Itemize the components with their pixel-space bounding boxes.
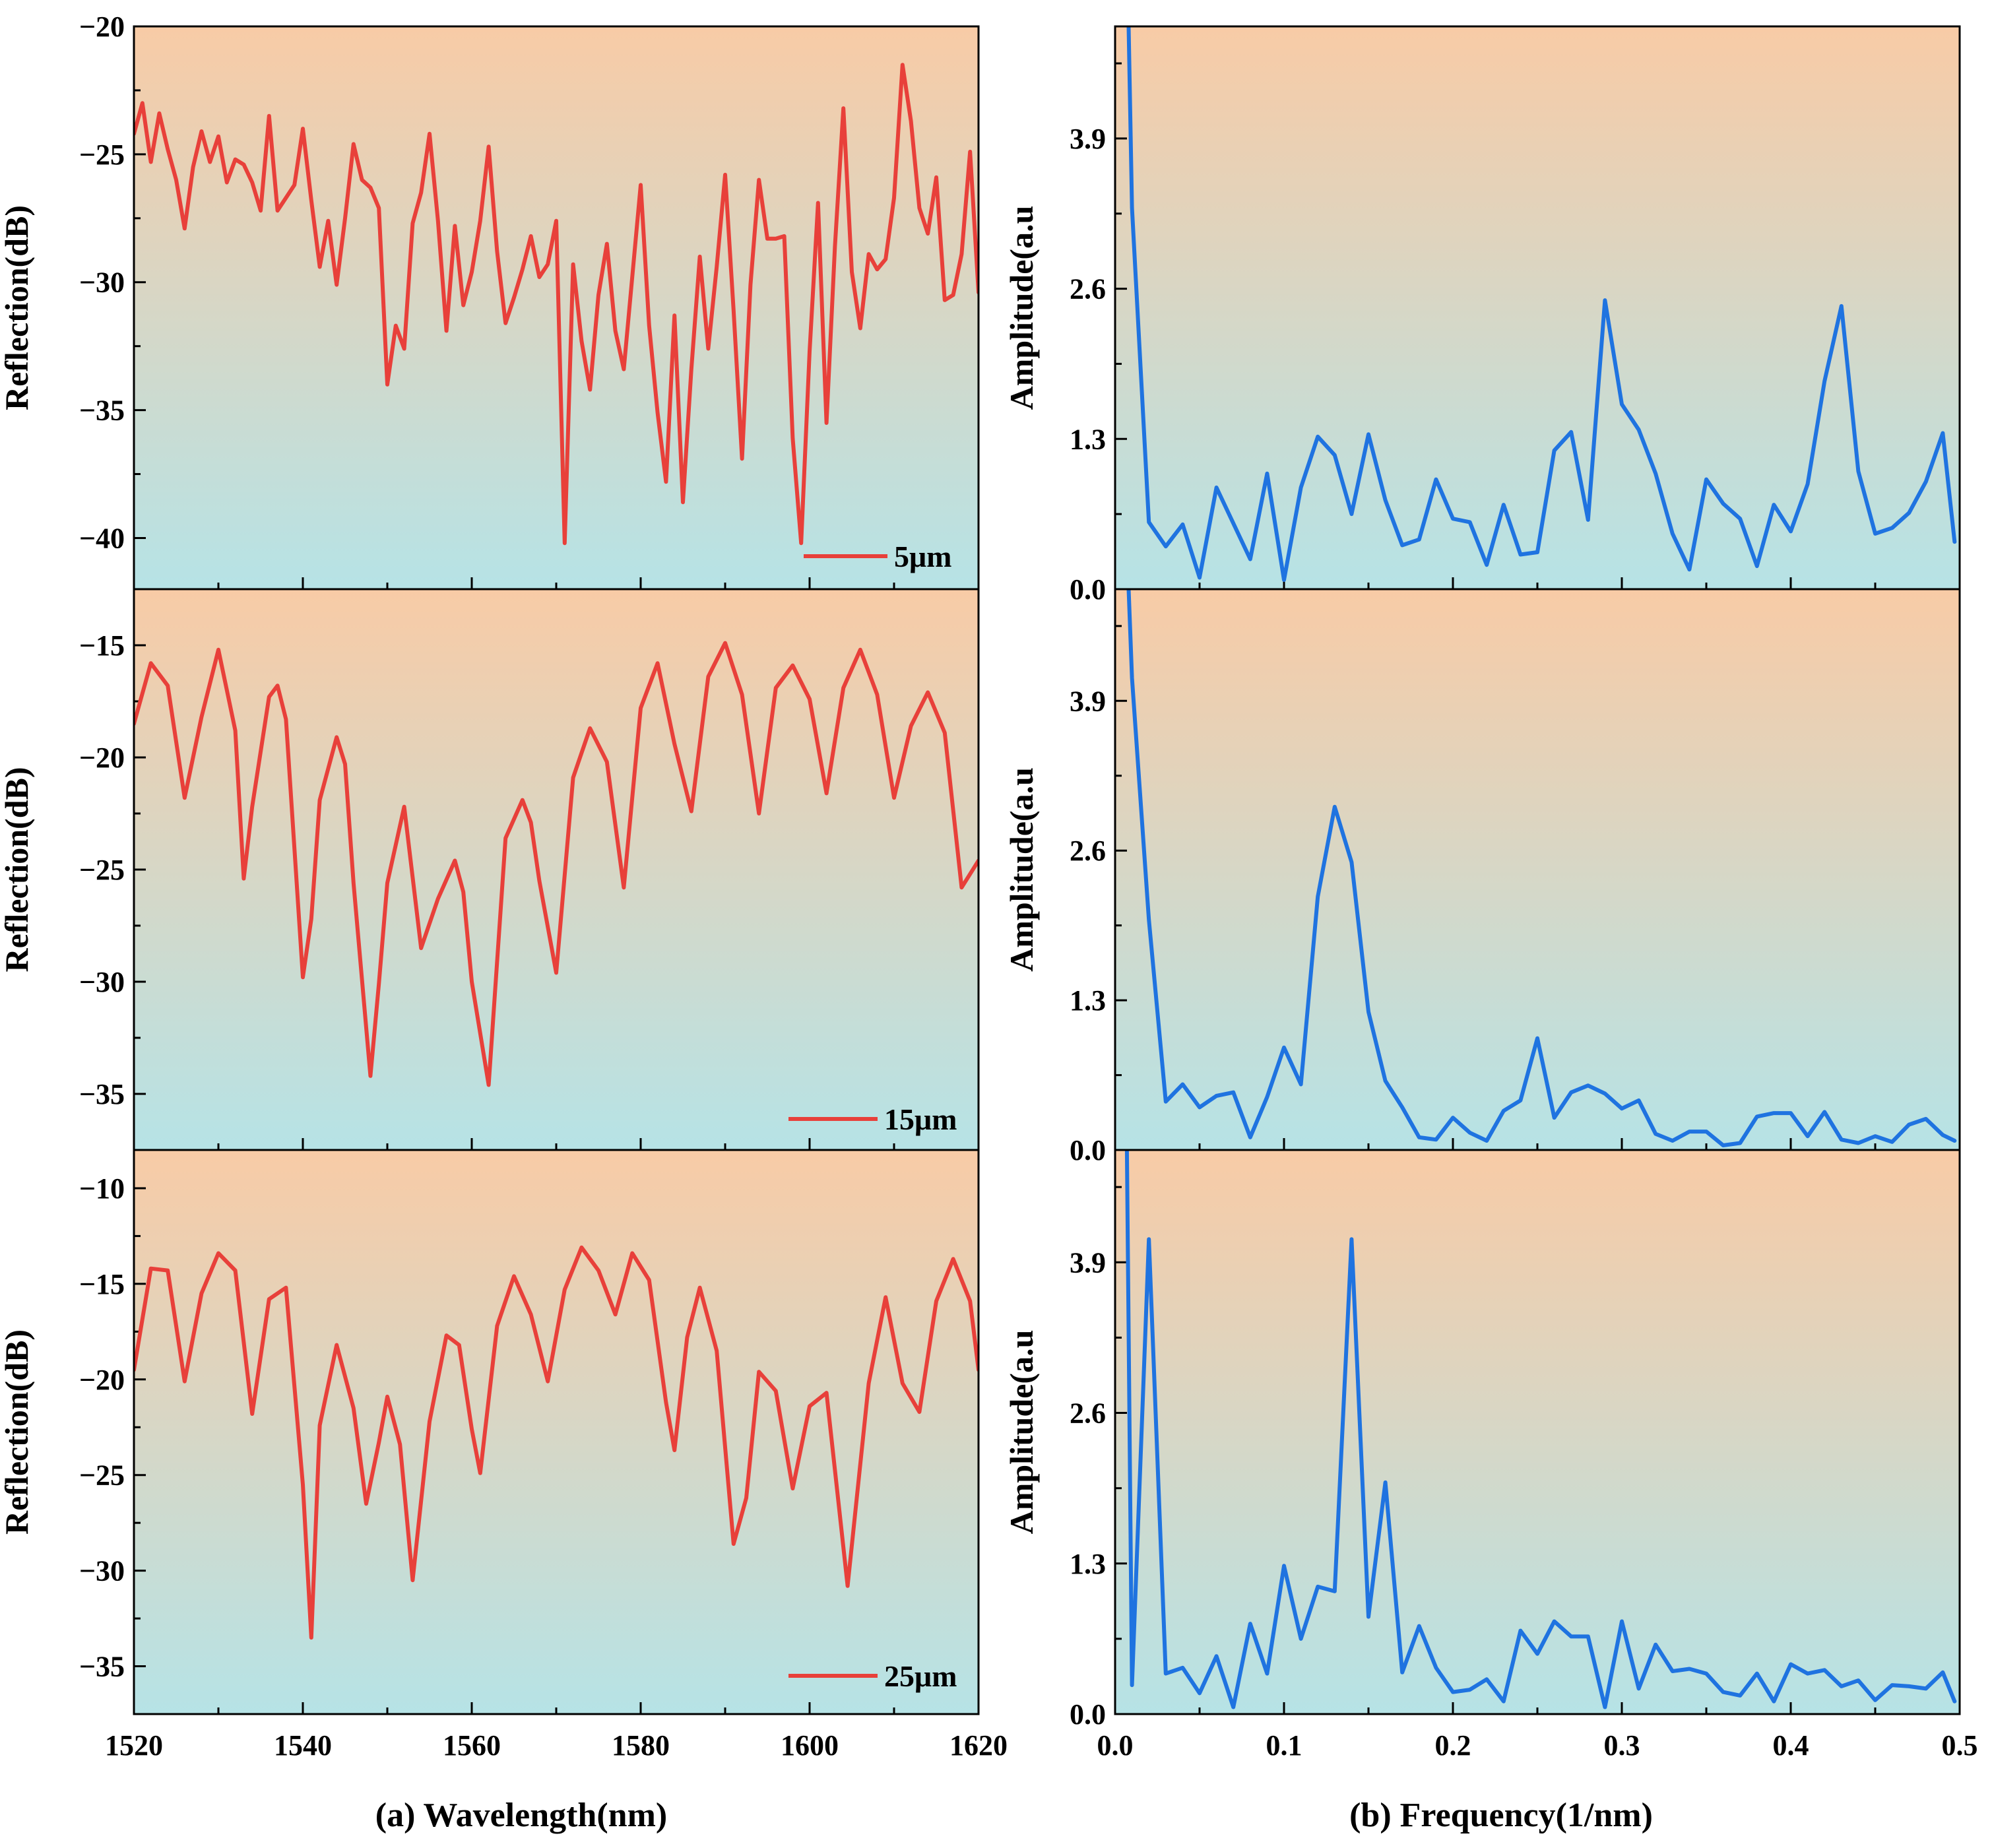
plot-background-a3 bbox=[134, 1150, 979, 1714]
series-line-a2 bbox=[134, 641, 979, 1087]
chart-a3: −10 −15 −20 −25 −30 −35 1520 1540 1560 1580 1600 16… bbox=[0, 1149, 1008, 1762]
x-tick-label-a3: 1520 bbox=[105, 1729, 163, 1762]
series-line-a3 bbox=[134, 1245, 979, 1640]
y-tick-label-b2: 0.0 bbox=[1070, 1134, 1106, 1166]
y-tick-label-b3: 1.3 bbox=[1070, 1548, 1106, 1580]
legend-label-a2: 15μm bbox=[884, 1102, 957, 1136]
panels-layer: −20−25−30−35−40Reflection(dB)5μm−15−20−2… bbox=[0, 11, 1978, 1762]
plot-background-b3 bbox=[1115, 1150, 1960, 1714]
legend-label-a3: 25μm bbox=[884, 1659, 957, 1693]
y-tick-label-b1: 2.6 bbox=[1070, 273, 1106, 305]
chart-a2: −15 −20 −25 −30 −35 Reflection(dB) 15μm bbox=[0, 588, 980, 1151]
y-tick-label-a2: −15 bbox=[79, 629, 125, 662]
chart-b2: 0.0 1.3 2.6 3.9 Amplitude(a.u bbox=[1003, 588, 1961, 1166]
y-axis-label-b2: Amplitude(a.u bbox=[1003, 767, 1040, 972]
y-tick-label-a1: −25 bbox=[79, 139, 125, 171]
y-tick-label-a3: −10 bbox=[79, 1172, 125, 1205]
x-tick-label-b3: 0.1 bbox=[1266, 1729, 1302, 1762]
y-tick-label-a1: −20 bbox=[79, 11, 125, 43]
plot-frame-b3 bbox=[1114, 1149, 1961, 1715]
y-tick-label-a2: −35 bbox=[79, 1078, 125, 1110]
y-tick-label-b2: 1.3 bbox=[1070, 984, 1106, 1017]
y-tick-label-a3: −20 bbox=[79, 1364, 125, 1396]
y-tick-label-b2: 2.6 bbox=[1070, 835, 1106, 867]
x-tick-label-a3: 1620 bbox=[949, 1729, 1008, 1762]
series-line-b3 bbox=[1124, 1150, 1957, 1709]
caption-a: (a) Wavelength(nm) bbox=[375, 1797, 667, 1834]
y-tick-label-a3: −15 bbox=[79, 1268, 125, 1300]
y-tick-label-b1: 0.0 bbox=[1070, 573, 1106, 606]
y-tick-label-b2: 3.9 bbox=[1070, 685, 1106, 717]
y-tick-label-a3: −30 bbox=[79, 1555, 125, 1587]
x-tick-label-b3: 0.3 bbox=[1604, 1729, 1640, 1762]
plot-background-a1 bbox=[134, 26, 979, 589]
plot-frame-a3 bbox=[133, 1149, 980, 1715]
plot-background-b2 bbox=[1115, 589, 1960, 1150]
x-tick-label-a3: 1540 bbox=[274, 1729, 332, 1762]
y-axis-label-b3: Amplitude(a.u bbox=[1003, 1330, 1040, 1535]
y-tick-label-b1: 1.3 bbox=[1070, 423, 1106, 455]
series-line-a1 bbox=[134, 63, 979, 546]
x-tick-label-b3: 0.4 bbox=[1773, 1729, 1809, 1762]
y-tick-label-a2: −20 bbox=[79, 742, 125, 774]
y-tick-label-b3: 2.6 bbox=[1070, 1397, 1106, 1430]
x-tick-label-b3: 0.2 bbox=[1435, 1729, 1471, 1762]
y-tick-label-a1: −30 bbox=[79, 267, 125, 299]
y-axis-label-a1: Reflection(dB) bbox=[0, 205, 35, 410]
series-line-b2 bbox=[1126, 589, 1957, 1147]
chart-b1: 0.0 1.3 2.6 3.9 Amplitude(a.u bbox=[1003, 25, 1961, 606]
y-tick-label-b1: 3.9 bbox=[1070, 123, 1106, 155]
chart-a1: −20 −25 −30 −35 −40 Reflection(dB) 5μm bbox=[0, 11, 980, 590]
x-tick-label-b3: 0.5 bbox=[1942, 1729, 1978, 1762]
y-tick-label-b3: 3.9 bbox=[1070, 1246, 1106, 1279]
x-tick-label-a3: 1560 bbox=[443, 1729, 501, 1762]
x-tick-label-b3: 0.0 bbox=[1097, 1729, 1134, 1762]
y-tick-label-a3: −35 bbox=[79, 1651, 125, 1683]
y-axis-label-b1: Amplitude(a.u bbox=[1003, 206, 1040, 410]
plot-background-b1 bbox=[1115, 26, 1960, 589]
y-tick-label-a1: −35 bbox=[79, 395, 125, 427]
legend-label-a1: 5μm bbox=[894, 540, 951, 573]
y-tick-label-a2: −25 bbox=[79, 854, 125, 886]
y-axis-label-a2: Reflection(dB) bbox=[0, 767, 35, 972]
x-tick-label-a3: 1600 bbox=[781, 1729, 839, 1762]
y-tick-label-a2: −30 bbox=[79, 966, 125, 998]
plot-background-a2 bbox=[134, 589, 979, 1150]
chart-b3: 0.0 1.3 2.6 3.9 0.0 0.1 0.2 0.3 0.4 0.5 Amplitude(… bbox=[1003, 1149, 1978, 1762]
y-tick-label-a3: −25 bbox=[79, 1459, 125, 1492]
series-line-b1 bbox=[1126, 26, 1957, 582]
y-tick-label-b3: 0.0 bbox=[1070, 1698, 1106, 1731]
caption-b: (b) Frequency(1/nm) bbox=[1349, 1797, 1653, 1834]
y-tick-label-a1: −40 bbox=[79, 522, 125, 554]
y-axis-label-a3: Reflection(dB) bbox=[0, 1329, 35, 1535]
x-tick-label-a3: 1580 bbox=[612, 1729, 670, 1762]
